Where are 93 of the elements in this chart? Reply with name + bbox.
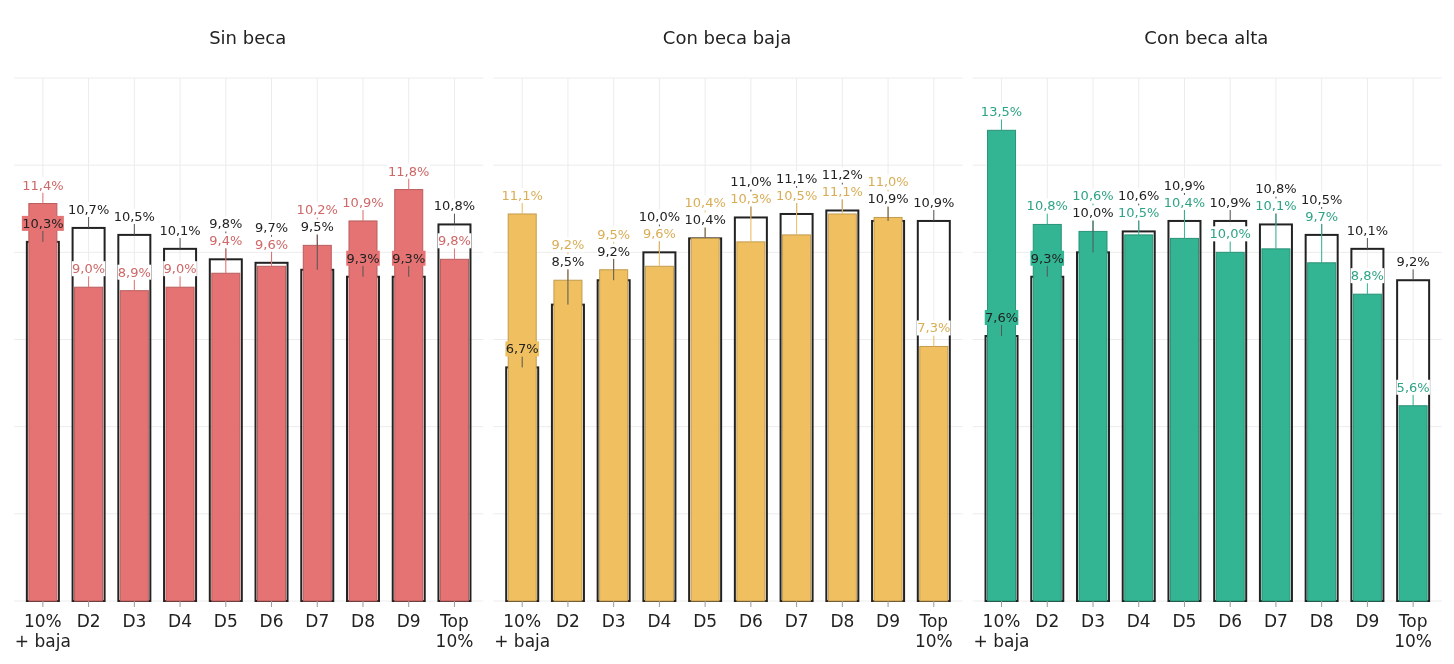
x-tick-label: D2 [1035,611,1060,631]
x-tick-label: D7 [784,611,809,631]
data-label: 9,7% [255,219,289,235]
x-tick-label: Top 10% [914,611,953,651]
data-label: 11,4% [22,177,64,193]
x-tick-label: 10% + baja [494,611,551,651]
data-label: 9,7% [1305,208,1339,224]
data-label: 9,5% [597,226,631,242]
x-tick-label: Top 10% [435,611,474,651]
data-label: 10,7% [67,201,110,217]
x-tick-label: D3 [1081,611,1105,631]
x-tick-label: Top 10% [1394,611,1433,651]
x-tick-label: D7 [1263,611,1288,631]
data-label: 10,5% [775,187,818,203]
data-label: 10,4% [684,212,726,228]
data-label: 10,9% [913,194,955,210]
x-tick-label: D8 [351,611,375,631]
data-label: 9,3% [346,250,380,266]
data-label: 11,0% [867,174,909,190]
data-label: 10,1% [1346,222,1389,238]
data-label: 5,6% [1396,379,1430,395]
x-tick-label: D5 [1172,611,1197,631]
data-label: 8,8% [1350,268,1384,284]
x-tick-label: D3 [122,611,147,631]
data-label: 9,0% [72,261,106,277]
data-label: 9,0% [163,261,197,277]
data-label: 10,6% [1118,188,1160,204]
chart-title: Con beca baja [662,27,792,48]
data-label: 8,5% [551,254,585,270]
data-label: 11,8% [388,163,430,179]
x-tick-label: D9 [876,611,901,631]
data-label: 7,3% [917,320,951,336]
data-label: 10,9% [867,191,909,207]
data-label: 11,1% [821,184,863,200]
x-tick-label: D6 [1218,611,1243,631]
data-label: 8,9% [117,264,151,280]
data-label: 10,8% [433,198,476,214]
data-label: 11,1% [775,170,818,186]
data-label: 10,9% [1209,194,1251,210]
data-label: 10,9% [1163,177,1206,193]
x-tick-label: D5 [693,611,718,631]
data-label: 10,1% [159,222,201,238]
data-label: 7,6% [985,310,1019,326]
data-label: 9,6% [255,236,289,252]
x-tick-label: D8 [830,611,855,631]
data-label: 10,1% [1255,198,1297,214]
data-label: 6,7% [505,341,539,357]
data-label: 11,1% [501,187,543,203]
data-label: 10,8% [1026,198,1068,214]
x-tick-label: 10% + baja [973,611,1030,651]
data-label: 10,0% [1209,226,1251,242]
data-label: 10,9% [342,194,384,210]
data-label: 13,5% [980,104,1023,120]
data-label: 10,4% [1163,194,1206,210]
x-tick-label: D9 [396,611,421,631]
x-tick-label: D8 [1309,611,1334,631]
x-tick-label: D7 [305,611,330,631]
data-label: 9,3% [392,250,426,266]
data-label: 10,3% [730,191,772,207]
x-tick-label: D4 [168,611,193,631]
data-label: 11,0% [730,174,772,190]
x-tick-label: D6 [738,611,763,631]
data-label: 10,0% [638,209,681,225]
chart-title: Con beca alta [1144,27,1269,48]
x-tick-label: D4 [647,611,672,631]
data-label: 10,0% [1072,205,1114,221]
data-label: 9,8% [209,216,243,232]
x-tick-label: D4 [1126,611,1151,631]
data-label: 10,6% [1072,188,1114,204]
x-tick-label: D2 [555,611,580,631]
data-label: 11,2% [821,167,863,183]
data-label: 10,4% [684,195,726,211]
data-label: 9,8% [437,233,471,249]
x-tick-label: 10% + baja [14,611,71,651]
data-label: 10,5% [113,208,155,224]
data-label: 10,3% [22,215,64,231]
data-label: 9,5% [300,219,334,235]
data-label: 10,2% [296,202,338,218]
data-label: 10,8% [1255,181,1297,197]
data-label: 9,2% [551,237,585,253]
chart-title: Sin beca [209,27,287,48]
x-tick-label: D3 [601,611,626,631]
data-label: 9,3% [1030,250,1064,266]
data-label: 9,2% [1396,254,1430,270]
x-tick-label: D9 [1355,611,1380,631]
data-label: 9,6% [642,226,676,242]
data-label: 9,4% [209,233,243,249]
x-tick-label: D2 [76,611,101,631]
x-tick-label: D5 [213,611,238,631]
data-label: 9,2% [597,243,631,259]
data-label: 10,5% [1301,191,1343,207]
x-tick-label: D6 [259,611,284,631]
data-label: 10,5% [1118,205,1160,221]
